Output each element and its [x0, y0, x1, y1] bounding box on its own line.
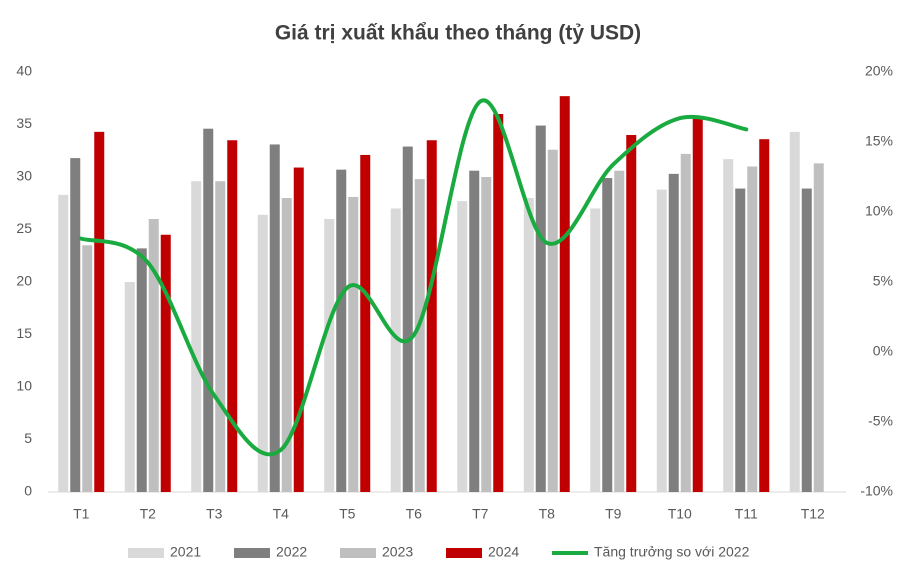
bar — [801, 188, 812, 493]
bar — [124, 282, 135, 492]
bar — [547, 149, 558, 492]
x-tick-label: T6 — [406, 506, 423, 522]
bar — [535, 125, 546, 493]
bar — [324, 219, 335, 492]
bar — [493, 114, 504, 492]
y-tick-label: 30 — [16, 168, 32, 184]
bar — [257, 214, 268, 493]
bar — [559, 96, 570, 493]
legend-swatch — [234, 548, 270, 558]
bar — [281, 198, 292, 492]
bar — [348, 196, 359, 492]
bar — [813, 163, 824, 492]
x-tick-label: T8 — [539, 506, 556, 522]
bar — [336, 169, 347, 492]
y-tick-label: 35 — [16, 115, 32, 131]
legend-swatch — [340, 548, 376, 558]
x-tick-label: T9 — [605, 506, 622, 522]
bar — [191, 181, 202, 492]
y-tick-label: 5 — [24, 430, 32, 446]
bar — [656, 189, 667, 492]
bar — [590, 208, 601, 492]
x-tick-label: T10 — [668, 506, 692, 522]
x-tick-label: T1 — [73, 506, 90, 522]
bar — [602, 178, 613, 493]
bar — [136, 248, 147, 492]
bar — [414, 179, 425, 492]
bar — [70, 158, 81, 492]
legend-label: 2023 — [382, 544, 413, 560]
legend-label: 2022 — [276, 544, 307, 560]
legend-swatch — [446, 548, 482, 558]
y-tick-label: 20 — [16, 273, 32, 289]
bar — [759, 139, 770, 492]
legend-label: Tăng trưởng so với 2022 — [594, 544, 750, 560]
bar — [203, 128, 214, 492]
y-tick-label: 40 — [16, 63, 32, 79]
bar — [614, 170, 625, 492]
bar — [82, 245, 93, 492]
bar — [269, 144, 280, 492]
bar — [227, 140, 238, 492]
legend-label: 2024 — [488, 544, 519, 560]
bar — [735, 188, 746, 493]
y2-tick-label: 0% — [873, 343, 893, 359]
bar — [723, 159, 734, 492]
bar — [94, 131, 105, 492]
bar — [481, 177, 492, 492]
bar — [747, 166, 758, 492]
bar — [668, 173, 679, 492]
bar — [426, 140, 437, 492]
bar — [402, 146, 413, 493]
y2-tick-label: -5% — [868, 413, 893, 429]
y-tick-label: 10 — [16, 378, 32, 394]
y2-tick-label: 5% — [873, 273, 893, 289]
y-tick-label: 25 — [16, 220, 32, 236]
y2-tick-label: -10% — [860, 483, 893, 499]
bar — [293, 167, 304, 493]
bar — [160, 234, 171, 492]
bar — [215, 181, 226, 492]
legend-swatch — [128, 548, 164, 558]
bar — [626, 135, 637, 492]
bar — [360, 154, 371, 492]
bar — [469, 170, 480, 492]
y2-tick-label: 15% — [865, 133, 893, 149]
x-tick-label: T4 — [273, 506, 290, 522]
x-tick-label: T11 — [735, 506, 758, 522]
growth-line — [79, 98, 749, 457]
y2-tick-label: 10% — [865, 203, 893, 219]
legend-label: 2021 — [170, 544, 201, 560]
x-tick-label: T2 — [140, 506, 157, 522]
x-tick-label: T3 — [206, 506, 223, 522]
x-tick-label: T7 — [472, 506, 489, 522]
x-tick-label: T5 — [339, 506, 356, 522]
bar — [680, 153, 691, 492]
bar — [148, 219, 159, 492]
bar — [523, 198, 534, 492]
x-tick-label: T12 — [801, 506, 825, 522]
y-tick-label: 15 — [16, 325, 32, 341]
y2-tick-label: 20% — [865, 63, 893, 79]
y-tick-label: 0 — [24, 483, 32, 499]
bar — [692, 118, 703, 492]
chart-title: Giá trị xuất khẩu theo tháng (tỷ USD) — [275, 22, 641, 45]
bar — [58, 194, 69, 492]
bar — [457, 201, 468, 492]
bar — [390, 208, 401, 492]
bar — [789, 131, 800, 492]
